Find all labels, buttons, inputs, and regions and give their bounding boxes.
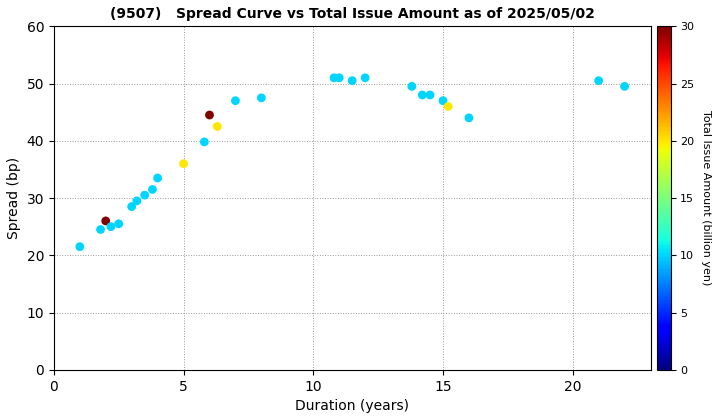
- Point: [256, 94, 267, 101]
- Point: [346, 77, 358, 84]
- Point: [100, 218, 112, 224]
- Point: [131, 197, 143, 204]
- Point: [437, 97, 449, 104]
- Point: [147, 186, 158, 193]
- Point: [442, 103, 454, 110]
- Point: [105, 223, 117, 230]
- Title: (9507)   Spread Curve vs Total Issue Amount as of 2025/05/02: (9507) Spread Curve vs Total Issue Amoun…: [109, 7, 595, 21]
- Point: [333, 74, 345, 81]
- Point: [95, 226, 107, 233]
- Point: [113, 220, 125, 227]
- Point: [74, 243, 86, 250]
- Point: [152, 175, 163, 181]
- Y-axis label: Spread (bp): Spread (bp): [7, 157, 21, 239]
- Point: [424, 92, 436, 98]
- Point: [618, 83, 630, 90]
- Point: [212, 123, 223, 130]
- Point: [199, 139, 210, 145]
- Point: [139, 192, 150, 199]
- Point: [230, 97, 241, 104]
- Point: [406, 83, 418, 90]
- Point: [126, 203, 138, 210]
- Point: [463, 115, 474, 121]
- Point: [416, 92, 428, 98]
- Y-axis label: Total Issue Amount (billion yen): Total Issue Amount (billion yen): [701, 110, 711, 286]
- Point: [593, 77, 604, 84]
- Point: [328, 74, 340, 81]
- Point: [359, 74, 371, 81]
- X-axis label: Duration (years): Duration (years): [295, 399, 409, 413]
- Point: [178, 160, 189, 167]
- Point: [204, 112, 215, 118]
